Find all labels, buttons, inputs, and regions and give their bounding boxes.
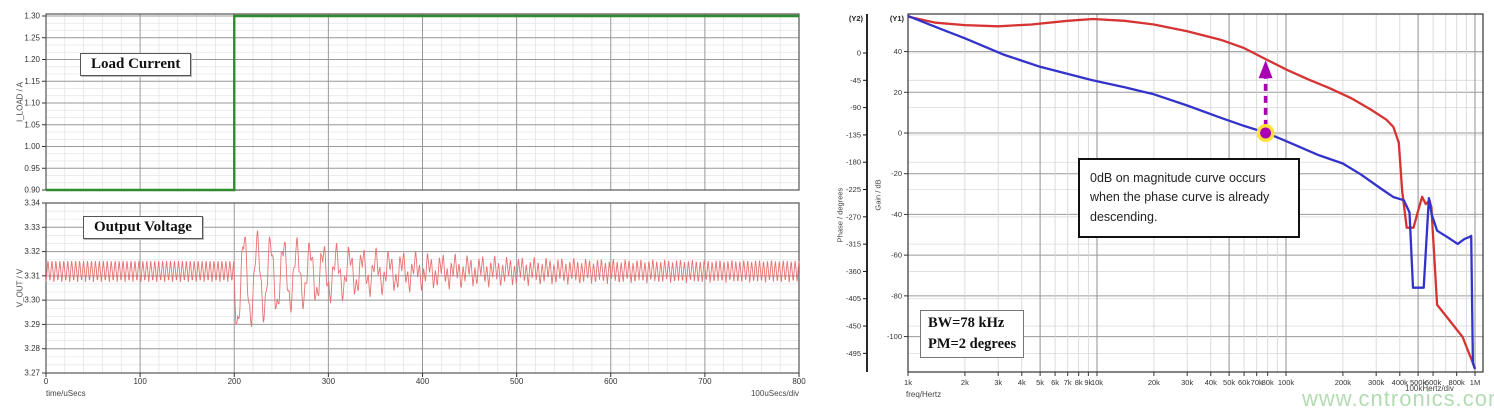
bode-chart: (Y2) (Y1) 0 -45 -90 -135 -180 -225 -270 -315 -360 -… (830, 0, 1494, 413)
svg-text:800k: 800k (1449, 378, 1466, 387)
svg-text:-225: -225 (846, 185, 861, 194)
svg-text:200: 200 (228, 377, 242, 386)
svg-text:9k: 9k (1084, 378, 1092, 387)
svg-text:60k: 60k (1238, 378, 1250, 387)
svg-text:500: 500 (510, 377, 524, 386)
svg-text:600k: 600k (1425, 378, 1442, 387)
svg-text:1k: 1k (904, 378, 912, 387)
svg-text:-180: -180 (846, 158, 861, 167)
svg-text:(Y1): (Y1) (890, 14, 905, 23)
svg-text:3.32: 3.32 (24, 247, 40, 256)
svg-text:(Y2): (Y2) (849, 14, 864, 23)
svg-text:-405: -405 (846, 294, 861, 303)
svg-text:3.31: 3.31 (24, 271, 40, 280)
svg-text:70k: 70k (1251, 378, 1263, 387)
svg-text:-45: -45 (850, 76, 861, 85)
freq-axis-label: freq/Hertz (906, 390, 942, 399)
svg-text:2k: 2k (961, 378, 969, 387)
svg-text:100k: 100k (1278, 378, 1295, 387)
svg-text:-80: -80 (891, 291, 902, 300)
svg-text:1.20: 1.20 (24, 55, 40, 64)
svg-text:10k: 10k (1091, 378, 1103, 387)
svg-text:800: 800 (792, 377, 806, 386)
freq-div-label: 100kHertz/div (1405, 384, 1454, 393)
svg-text:1.00: 1.00 (24, 142, 40, 151)
svg-text:500k: 500k (1410, 378, 1427, 387)
svg-text:50k: 50k (1223, 378, 1235, 387)
load-current-axis-label: I_LOAD / A (15, 81, 25, 123)
svg-text:3.29: 3.29 (24, 320, 40, 329)
svg-text:200k: 200k (1335, 378, 1352, 387)
phase-axis-label: Phase / degrees (835, 187, 845, 243)
svg-text:80k: 80k (1262, 378, 1274, 387)
output-voltage-title: Output Voltage (83, 216, 203, 239)
svg-text:300: 300 (322, 377, 336, 386)
svg-text:-100: -100 (887, 332, 902, 341)
svg-text:7k: 7k (1064, 378, 1072, 387)
crossover-dot (1260, 127, 1272, 139)
bode-chart-canvas: (Y2) (Y1) 0 -45 -90 -135 -180 -225 -270 -315 -360 -… (846, 13, 1484, 387)
gain-axis-label: Gain / dB (873, 179, 883, 211)
svg-text:3.27: 3.27 (24, 369, 40, 378)
output-voltage-curve (45, 230, 800, 327)
svg-text:3.33: 3.33 (24, 223, 40, 232)
svg-text:1.05: 1.05 (24, 120, 40, 129)
svg-text:700: 700 (698, 377, 712, 386)
svg-text:-20: -20 (891, 169, 902, 178)
svg-text:0: 0 (857, 49, 861, 58)
svg-text:600: 600 (604, 377, 618, 386)
output-voltage-axis-label: V_OUT / V (15, 268, 25, 308)
svg-text:1.10: 1.10 (24, 99, 40, 108)
time-div-label: 100uSecs/div (750, 389, 799, 398)
phase-arrow-head (1258, 60, 1273, 79)
svg-text:8k: 8k (1075, 378, 1083, 387)
svg-text:20k: 20k (1148, 378, 1160, 387)
svg-text:40k: 40k (1205, 378, 1217, 387)
svg-text:-135: -135 (846, 130, 861, 139)
svg-text:0: 0 (898, 129, 902, 138)
svg-text:3.34: 3.34 (24, 199, 40, 208)
load-current-curve (46, 14, 799, 192)
svg-text:-360: -360 (846, 267, 861, 276)
watermark: www.cntronics.com (1302, 386, 1494, 411)
svg-text:400: 400 (416, 377, 430, 386)
svg-text:0.90: 0.90 (24, 186, 40, 195)
transient-chart: 1.30 1.25 1.20 1.15 1.10 1.05 1.00 0.95 0.90 3.34… (15, 12, 807, 399)
bode-annotation: 0dB on magnitude curve occurs when the p… (1078, 158, 1300, 239)
svg-text:6k: 6k (1051, 378, 1059, 387)
time-axis-label: time/uSecs (46, 389, 86, 398)
svg-text:-315: -315 (846, 240, 861, 249)
svg-text:1.25: 1.25 (24, 33, 40, 42)
svg-text:-270: -270 (846, 212, 861, 221)
svg-text:-450: -450 (846, 322, 861, 331)
bw-value: BW=78 kHz (928, 315, 1005, 331)
bw-pm-callout: BW=78 kHz PM=2 degrees (920, 310, 1025, 359)
svg-text:-60: -60 (891, 251, 902, 260)
svg-text:0.95: 0.95 (24, 164, 40, 173)
svg-text:-40: -40 (891, 210, 902, 219)
svg-text:-495: -495 (846, 349, 861, 358)
svg-text:30k: 30k (1181, 378, 1193, 387)
svg-text:20: 20 (894, 88, 902, 97)
svg-text:400k: 400k (1392, 378, 1409, 387)
svg-text:300k: 300k (1368, 378, 1385, 387)
svg-text:1M: 1M (1470, 378, 1480, 387)
svg-text:3.30: 3.30 (24, 296, 40, 305)
svg-text:5k: 5k (1036, 378, 1044, 387)
svg-text:100: 100 (133, 377, 147, 386)
load-current-title: Load Current (80, 53, 192, 76)
svg-text:40: 40 (894, 47, 902, 56)
svg-text:0: 0 (44, 377, 49, 386)
svg-text:3k: 3k (994, 378, 1002, 387)
svg-text:4k: 4k (1018, 378, 1026, 387)
svg-text:-90: -90 (850, 103, 861, 112)
svg-text:3.28: 3.28 (24, 344, 40, 353)
svg-text:1.30: 1.30 (24, 12, 40, 21)
svg-text:1.15: 1.15 (24, 77, 40, 86)
gain-curve (907, 14, 1477, 370)
pm-value: PM=2 degrees (928, 336, 1017, 353)
